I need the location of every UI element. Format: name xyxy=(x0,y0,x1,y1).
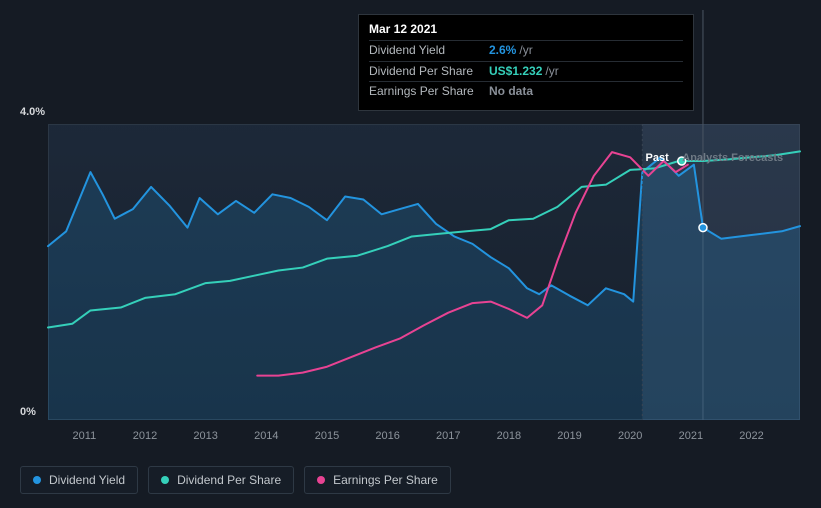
x-tick: 2015 xyxy=(315,430,339,442)
legend-item[interactable]: Dividend Yield xyxy=(20,466,138,494)
x-tick: 2014 xyxy=(254,430,278,442)
x-tick: 2016 xyxy=(375,430,399,442)
label-past: Past xyxy=(646,152,669,164)
x-tick: 2021 xyxy=(679,430,703,442)
tooltip-row: Earnings Per ShareNo data xyxy=(369,81,683,101)
x-tick: 2011 xyxy=(73,430,97,442)
chart-legend: Dividend Yield Dividend Per Share Earnings… xyxy=(20,466,451,494)
x-tick: 2012 xyxy=(133,430,157,442)
legend-label: Dividend Yield xyxy=(49,473,125,487)
x-tick: 2020 xyxy=(618,430,642,442)
dividend-chart: 4.0% 0% Mar 12 2021 Dividend Yield2.6%/y… xyxy=(0,0,821,450)
x-tick: 2013 xyxy=(193,430,217,442)
legend-label: Dividend Per Share xyxy=(177,473,281,487)
y-axis-max: 4.0% xyxy=(20,106,45,118)
x-tick: 2017 xyxy=(436,430,460,442)
legend-item[interactable]: Dividend Per Share xyxy=(148,466,294,494)
tooltip-row: Dividend Per ShareUS$1.232/yr xyxy=(369,61,683,81)
tooltip-row-label: Earnings Per Share xyxy=(369,83,489,100)
y-axis-min: 0% xyxy=(20,406,36,418)
tooltip-row: Dividend Yield2.6%/yr xyxy=(369,40,683,60)
x-tick: 2022 xyxy=(739,430,763,442)
tooltip-row-value: US$1.232/yr xyxy=(489,63,683,80)
x-tick: 2018 xyxy=(497,430,521,442)
legend-dot-icon xyxy=(317,476,325,484)
legend-label: Earnings Per Share xyxy=(333,473,438,487)
legend-item[interactable]: Earnings Per Share xyxy=(304,466,451,494)
chart-svg xyxy=(48,124,800,420)
legend-dot-icon xyxy=(161,476,169,484)
tooltip-row-label: Dividend Per Share xyxy=(369,63,489,80)
label-forecast: Analysts Forecasts xyxy=(682,152,783,164)
tooltip-row-label: Dividend Yield xyxy=(369,42,489,59)
tooltip-row-value: 2.6%/yr xyxy=(489,42,683,59)
chart-tooltip: Mar 12 2021 Dividend Yield2.6%/yrDividen… xyxy=(358,14,694,111)
x-tick: 2019 xyxy=(557,430,581,442)
tooltip-date: Mar 12 2021 xyxy=(369,21,683,40)
legend-dot-icon xyxy=(33,476,41,484)
tooltip-row-value: No data xyxy=(489,83,683,100)
